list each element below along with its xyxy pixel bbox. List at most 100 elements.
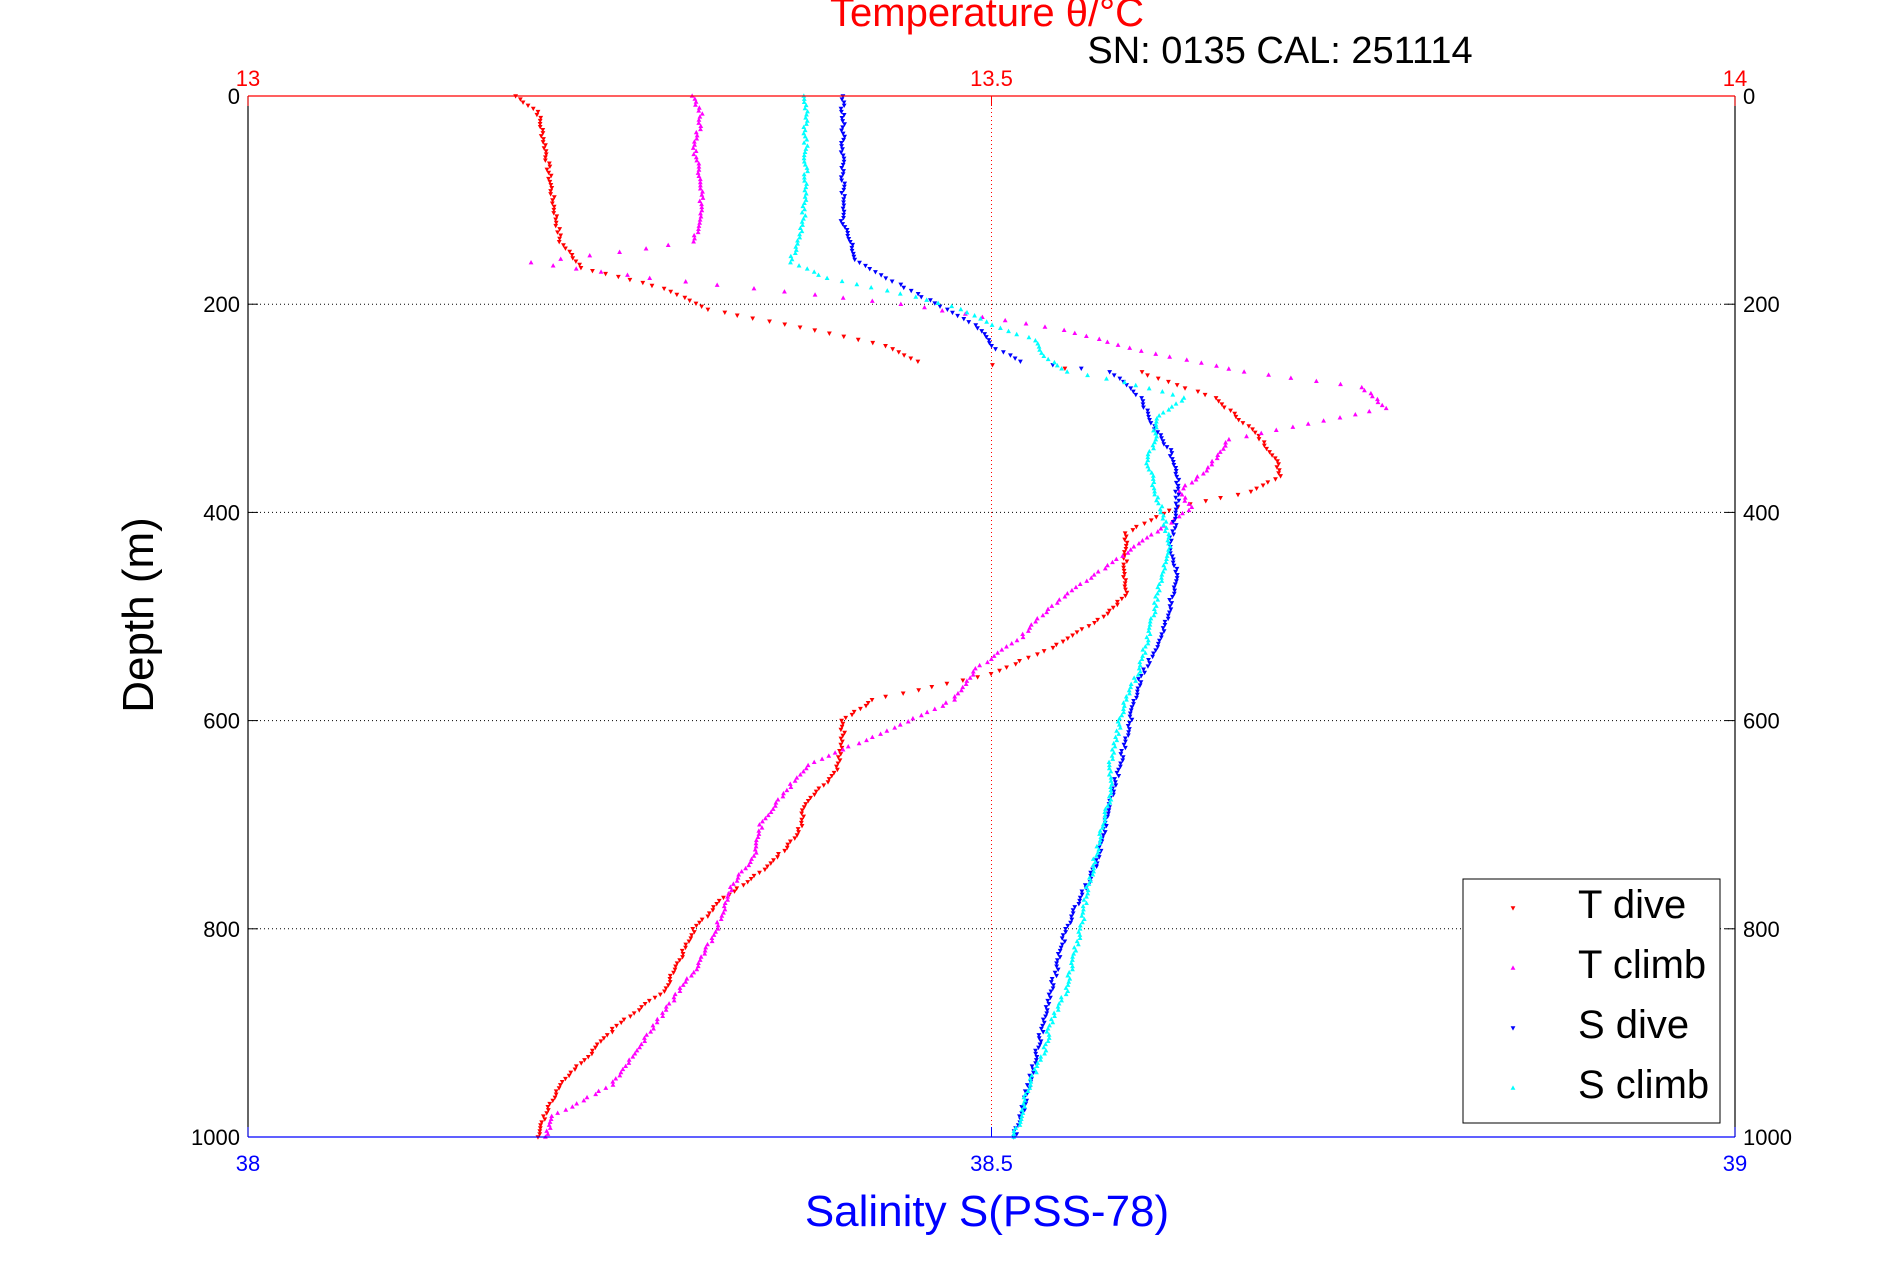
legend-label: S climb	[1578, 1063, 1709, 1107]
data-point	[1131, 675, 1137, 680]
data-point	[550, 1098, 556, 1104]
y-tick-label-left: 600	[203, 709, 240, 734]
data-point	[811, 269, 817, 274]
data-point	[864, 737, 869, 743]
data-point	[797, 231, 803, 237]
data-point	[1261, 440, 1267, 445]
data-point	[841, 212, 847, 218]
data-point	[1165, 616, 1171, 622]
data-point	[1215, 452, 1221, 457]
data-point	[1118, 761, 1123, 766]
y-tick-label-right: 600	[1743, 709, 1780, 734]
data-point	[672, 991, 678, 997]
data-point	[802, 162, 808, 167]
data-point	[1050, 645, 1056, 651]
data-point	[722, 900, 728, 905]
data-point	[695, 170, 701, 175]
data-point	[1055, 1007, 1061, 1012]
data-point	[1121, 565, 1127, 571]
data-point	[765, 812, 771, 818]
data-point	[984, 319, 990, 324]
data-point	[1162, 623, 1168, 628]
data-point	[990, 363, 995, 368]
data-point	[801, 175, 807, 180]
data-point	[1029, 1064, 1035, 1069]
data-point	[1107, 800, 1113, 805]
data-point	[792, 836, 798, 841]
data-point	[1161, 629, 1167, 634]
data-point	[709, 935, 715, 940]
data-point	[1065, 923, 1071, 929]
data-point	[1167, 598, 1173, 603]
data-point	[1053, 642, 1059, 648]
data-point	[582, 1058, 587, 1063]
data-point	[1276, 471, 1282, 476]
chart-title: Temperature θ/°C	[830, 0, 1144, 35]
data-point	[1155, 494, 1161, 500]
data-point	[547, 164, 553, 170]
data-point	[558, 256, 564, 261]
data-point	[1102, 812, 1108, 818]
data-point	[958, 306, 964, 312]
data-point	[837, 748, 842, 754]
data-point	[898, 282, 904, 288]
data-point	[1097, 837, 1103, 843]
data-point	[768, 809, 774, 815]
data-point	[696, 167, 702, 172]
data-point	[1029, 1072, 1035, 1078]
data-point	[959, 687, 964, 693]
data-point	[674, 292, 680, 298]
data-point	[1173, 465, 1179, 471]
data-point	[696, 105, 702, 110]
data-point	[1055, 967, 1061, 972]
data-point	[932, 301, 938, 306]
data-point	[1337, 415, 1343, 420]
y-tick-label-right: 200	[1743, 292, 1780, 317]
data-point	[739, 868, 745, 874]
data-point	[1128, 681, 1134, 686]
data-point	[1019, 1107, 1025, 1112]
data-point	[1107, 370, 1113, 375]
data-point	[1186, 507, 1192, 513]
data-point	[1045, 606, 1051, 612]
data-point	[544, 1111, 550, 1116]
data-point	[1052, 359, 1057, 365]
data-point	[1165, 537, 1171, 543]
data-point	[1274, 465, 1280, 470]
data-point	[700, 195, 706, 200]
legend-label: T climb	[1578, 943, 1706, 987]
data-point	[1078, 366, 1084, 371]
data-point	[792, 778, 798, 783]
data-point	[1116, 731, 1122, 736]
data-point	[1085, 887, 1091, 893]
data-point	[577, 262, 582, 268]
data-point	[677, 988, 683, 994]
data-point	[1070, 908, 1076, 913]
data-point	[797, 234, 803, 240]
data-point	[1069, 957, 1075, 962]
data-point	[548, 182, 554, 188]
data-point	[1200, 471, 1206, 476]
data-point	[1158, 526, 1164, 531]
data-point	[1121, 706, 1126, 711]
data-point	[1130, 528, 1136, 533]
data-point	[538, 134, 544, 139]
data-point	[1125, 733, 1131, 738]
data-point	[1138, 680, 1144, 685]
data-point	[663, 1004, 669, 1009]
data-point	[1052, 1013, 1057, 1019]
data-point	[1146, 467, 1152, 472]
data-point	[1072, 905, 1078, 910]
data-point	[552, 1095, 558, 1101]
data-point	[1054, 973, 1059, 979]
data-point	[841, 203, 847, 208]
data-point	[1272, 456, 1278, 461]
data-point	[1041, 649, 1047, 654]
data-point	[858, 706, 863, 712]
data-point	[1043, 1047, 1049, 1053]
data-point	[835, 761, 841, 766]
data-point	[935, 300, 941, 305]
data-point	[696, 164, 702, 169]
data-point	[1081, 916, 1087, 921]
data-point	[1110, 605, 1116, 611]
